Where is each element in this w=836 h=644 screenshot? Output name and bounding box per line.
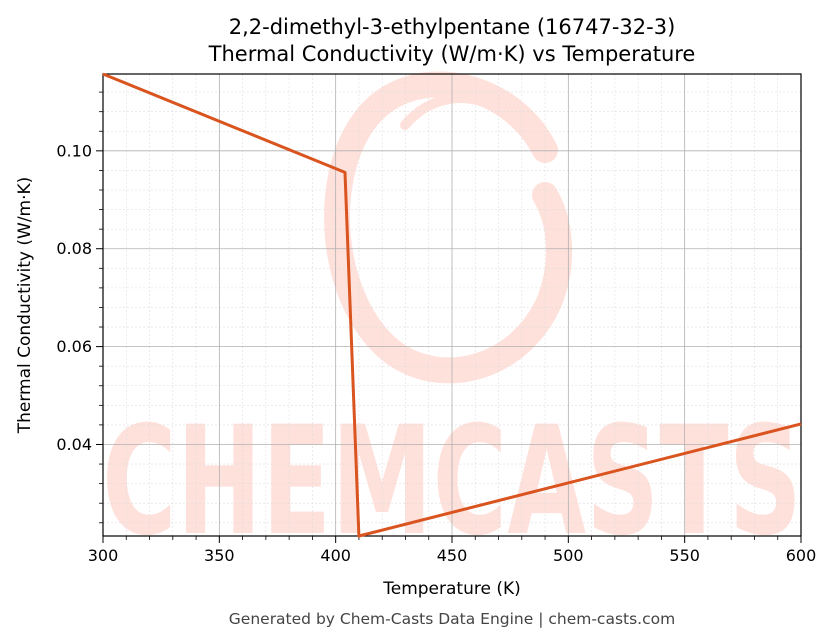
x-axis-label: Temperature (K) <box>382 579 521 599</box>
x-axis-ticks: 300 350 400 450 500 550 600 <box>88 536 817 565</box>
x-tick-label: 300 <box>88 546 119 565</box>
y-tick-label: 0.08 <box>56 239 92 258</box>
chart-title: 2,2-dimethyl-3-ethylpentane (16747-32-3) <box>229 15 676 39</box>
x-tick-label: 600 <box>786 546 817 565</box>
y-axis-label: Thermal Conductivity (W/m·K) <box>15 177 35 435</box>
x-tick-label: 550 <box>669 546 700 565</box>
x-tick-label: 450 <box>437 546 468 565</box>
x-tick-label: 400 <box>320 546 351 565</box>
x-tick-label: 500 <box>553 546 584 565</box>
thermal-conductivity-series-line <box>102 72 802 538</box>
chart-subtitle: Thermal Conductivity (W/m·K) vs Temperat… <box>208 42 696 66</box>
y-axis-ticks: 0.04 0.06 0.08 0.10 <box>56 91 103 524</box>
footer-credit: Generated by Chem-Casts Data Engine | ch… <box>229 610 675 628</box>
y-tick-label: 0.10 <box>56 141 92 160</box>
x-tick-label: 350 <box>204 546 235 565</box>
y-tick-label: 0.04 <box>56 435 92 454</box>
y-tick-label: 0.06 <box>56 337 92 356</box>
